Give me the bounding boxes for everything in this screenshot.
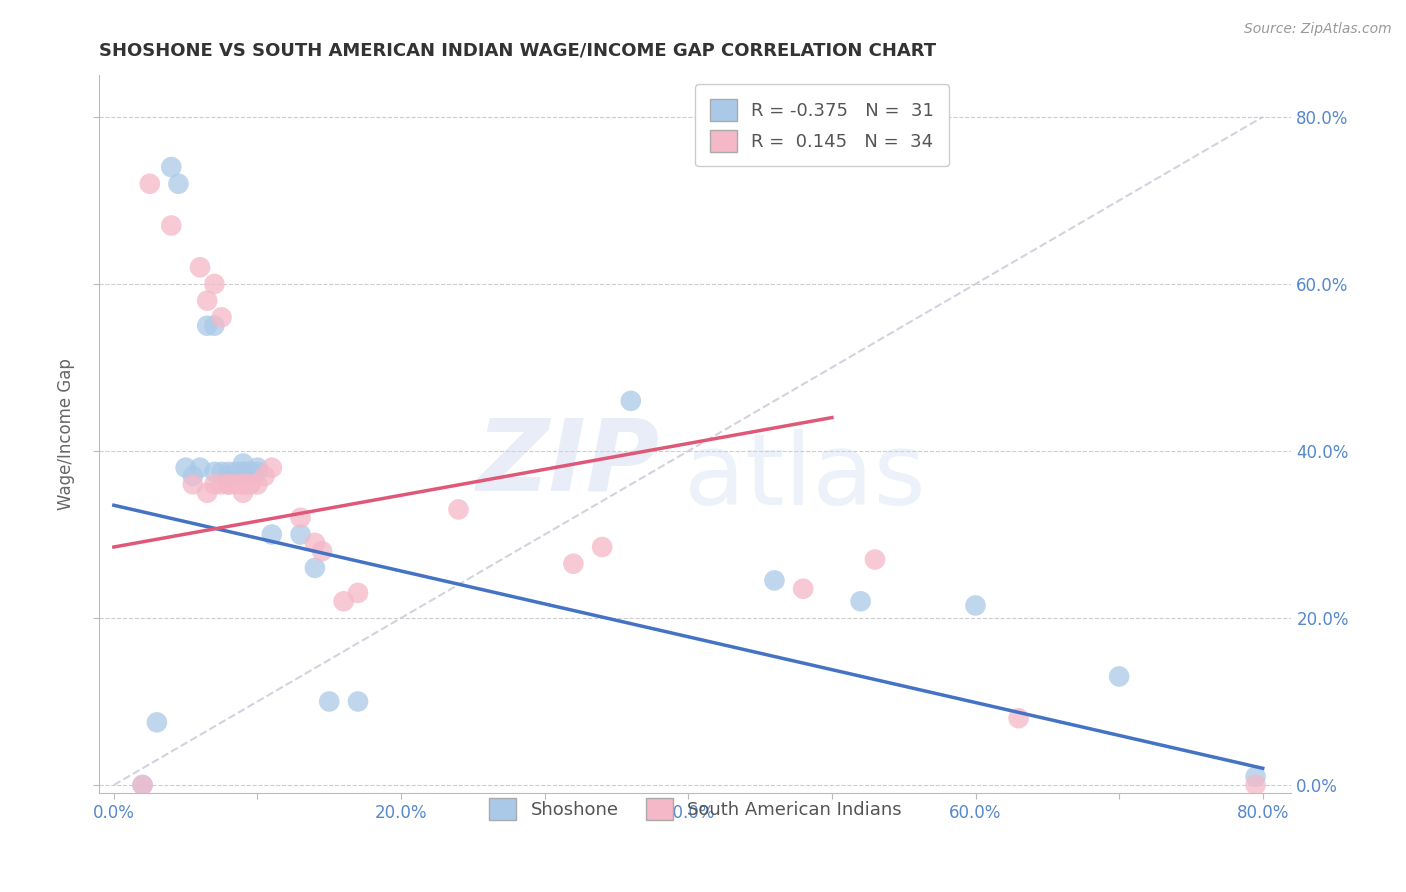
Point (160, 219, 183, 233)
Point (225, 477, 247, 491)
Point (447, 502, 470, 516)
Point (202, 477, 225, 491)
Point (1244, 770, 1267, 784)
Point (1244, 778, 1267, 792)
Point (290, 510, 312, 524)
Point (195, 318, 218, 333)
Legend: Shoshone, South American Indians: Shoshone, South American Indians (475, 784, 917, 835)
Point (218, 469, 240, 483)
Point (146, 715, 169, 730)
Point (246, 460, 269, 475)
Point (188, 460, 211, 475)
Point (232, 465, 254, 479)
Point (591, 540, 613, 554)
Point (195, 485, 218, 500)
Point (965, 599, 987, 613)
Point (318, 694, 340, 708)
Point (260, 460, 283, 475)
Point (290, 527, 312, 541)
Point (1108, 669, 1130, 683)
Point (347, 694, 370, 708)
Point (239, 477, 262, 491)
Point (139, 177, 162, 191)
Point (181, 477, 204, 491)
Point (211, 310, 233, 325)
Point (1007, 711, 1029, 725)
Point (195, 293, 218, 308)
Point (246, 477, 269, 491)
Point (304, 536, 326, 550)
Point (225, 465, 247, 479)
Point (763, 574, 786, 588)
Point (211, 477, 233, 491)
Point (347, 586, 370, 600)
Point (174, 460, 197, 475)
Point (562, 557, 585, 571)
Point (311, 544, 333, 558)
Point (620, 393, 643, 408)
Y-axis label: Wage/Income Gap: Wage/Income Gap (58, 359, 75, 510)
Text: Source: ZipAtlas.com: Source: ZipAtlas.com (1244, 22, 1392, 37)
Point (160, 160, 183, 174)
Point (239, 465, 262, 479)
Point (211, 465, 233, 479)
Text: ZIP: ZIP (477, 415, 659, 511)
Point (232, 485, 254, 500)
Point (232, 457, 254, 471)
Point (304, 561, 326, 575)
Point (792, 582, 814, 596)
Point (167, 177, 190, 191)
Point (181, 469, 204, 483)
Point (232, 465, 254, 479)
Point (218, 477, 240, 491)
Point (131, 778, 153, 792)
Point (253, 469, 276, 483)
Point (232, 477, 254, 491)
Point (202, 465, 225, 479)
Point (849, 594, 872, 608)
Point (188, 260, 211, 275)
Point (260, 527, 283, 541)
Point (863, 552, 886, 566)
Point (332, 594, 354, 608)
Point (239, 477, 262, 491)
Text: SHOSHONE VS SOUTH AMERICAN INDIAN WAGE/INCOME GAP CORRELATION CHART: SHOSHONE VS SOUTH AMERICAN INDIAN WAGE/I… (100, 42, 936, 60)
Point (218, 477, 240, 491)
Point (202, 277, 225, 291)
Point (246, 465, 269, 479)
Point (202, 318, 225, 333)
Text: atlas: atlas (683, 429, 925, 526)
Point (232, 477, 254, 491)
Point (131, 778, 153, 792)
Point (218, 465, 240, 479)
